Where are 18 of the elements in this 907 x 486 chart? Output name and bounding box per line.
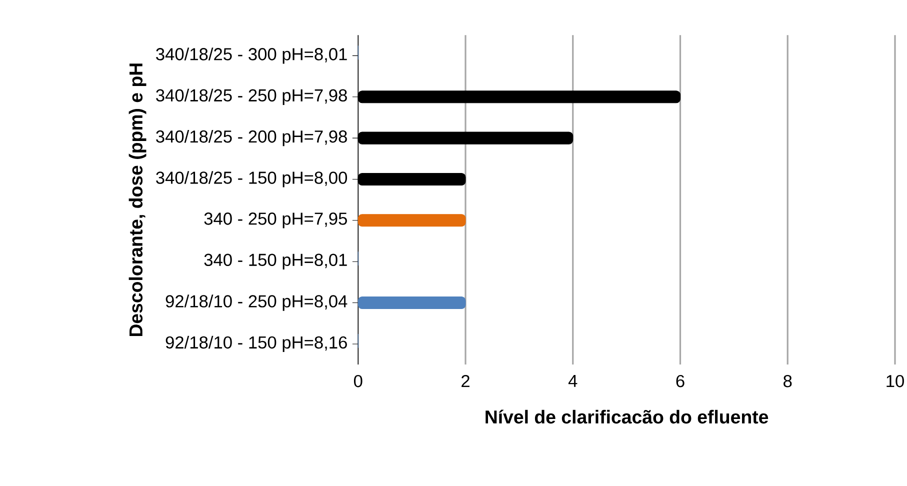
bar (358, 296, 466, 309)
x-tick-label: 10 (886, 374, 904, 388)
y-tick-label: 340 - 250 pH=7,95 (204, 212, 347, 228)
x-tick-label: 2 (462, 374, 470, 387)
y-tick-label: 340/18/25 - 200 pH=7,98 (156, 130, 347, 146)
y-tick-label: 340/18/25 - 250 pH=7,98 (156, 88, 347, 105)
x-tick-label: 6 (676, 374, 684, 388)
y-tick-label: 92/18/10 - 150 pH=8,16 (166, 336, 347, 352)
y-tick-label: 340 - 150 pH=8,01 (204, 254, 347, 270)
y-tick-label: 340/18/25 - 150 pH=8,00 (156, 171, 348, 188)
x-axis-title: Nível de clarificacão do efluente (486, 410, 768, 424)
x-tick-label: 4 (568, 374, 578, 387)
bar (358, 214, 466, 227)
x-tick-label: 8 (784, 374, 792, 388)
y-tick-label: 340/18/25 - 300 pH=8,01 (156, 48, 347, 64)
y-axis-title: Descolorante, dose (ppm) e pH (128, 64, 146, 336)
x-tick-label: 0 (354, 374, 362, 388)
y-tick-label: 92/18/10 - 250 pH=8,04 (166, 294, 348, 311)
